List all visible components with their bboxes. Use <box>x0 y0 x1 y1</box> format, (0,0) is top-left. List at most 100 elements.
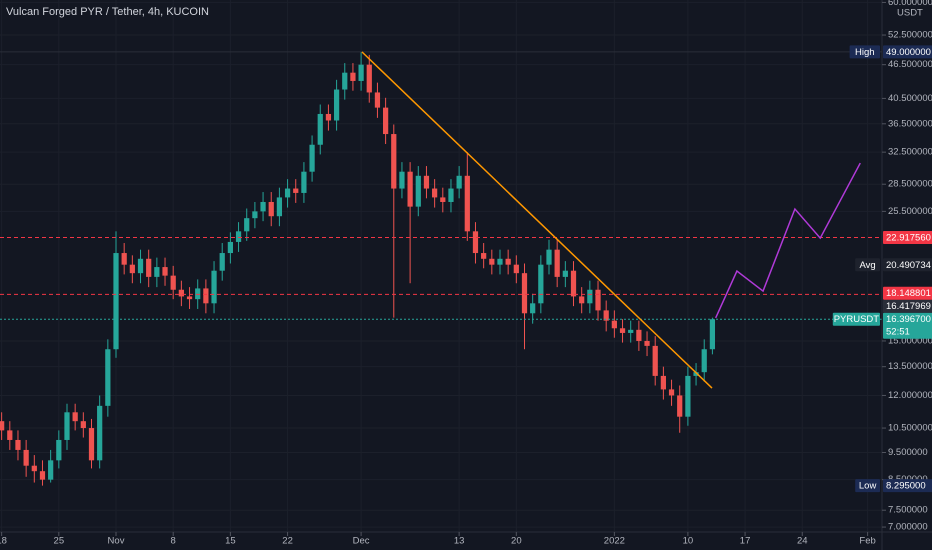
candle-body <box>538 264 544 304</box>
candle-body <box>301 171 307 193</box>
candle-body <box>636 329 642 341</box>
candle-body <box>350 72 356 81</box>
price-label: 22.917560 <box>886 232 931 243</box>
candle-body <box>366 64 372 93</box>
candle-body <box>456 175 462 189</box>
candle-body <box>570 270 577 297</box>
x-tick-label: 2022 <box>604 536 625 547</box>
candle-body <box>227 241 233 254</box>
candle-body <box>464 175 470 232</box>
drawing-line <box>714 162 861 319</box>
candle-body <box>448 188 454 202</box>
y-tick-label: 7.500000 <box>888 505 928 516</box>
price-label: 16.396700 <box>886 314 931 325</box>
x-tick-label: Dec <box>353 536 370 547</box>
candle-body <box>325 113 332 121</box>
candle-body <box>97 405 103 461</box>
candle-body <box>432 188 438 198</box>
candle-body <box>170 275 176 290</box>
candle-body <box>333 89 340 121</box>
candle-body <box>186 296 193 300</box>
price-label-box <box>883 312 932 339</box>
x-tick-label: 18 <box>0 536 7 547</box>
candle-body <box>407 171 413 207</box>
candle-body <box>644 340 650 346</box>
candle-body <box>693 372 699 376</box>
candle-body <box>260 201 266 212</box>
price-label: 16.417969 <box>886 301 931 312</box>
x-tick-label: Nov <box>108 536 125 547</box>
price-label: 49.000000 <box>886 47 931 58</box>
candle-body <box>15 439 21 450</box>
candle-body <box>284 188 291 198</box>
y-tick-label: 32.500000 <box>888 147 932 158</box>
candle-body <box>399 171 405 189</box>
candle-body <box>121 253 127 265</box>
candle-body <box>579 296 585 304</box>
candle-body <box>489 258 495 265</box>
candle-body <box>481 253 487 259</box>
x-tick-label: 24 <box>797 536 808 547</box>
y-tick-label: 7.000000 <box>888 522 928 533</box>
price-label-box <box>883 45 932 59</box>
y-tick-label: 40.500000 <box>888 93 932 104</box>
candle-body <box>7 430 13 440</box>
drawing-line <box>361 51 713 389</box>
y-tick-label: 60.000000 <box>888 0 932 8</box>
countdown: 52:51 <box>886 327 910 338</box>
candle-body <box>203 288 209 304</box>
y-tick-label: 46.500000 <box>888 59 932 70</box>
price-tag: High <box>855 47 875 58</box>
candle-body <box>88 428 95 461</box>
candle-body <box>317 113 323 145</box>
candle-body <box>611 320 617 329</box>
plot <box>0 51 882 486</box>
candle-body <box>195 288 201 300</box>
candle-body <box>374 92 381 108</box>
candle-body <box>219 253 225 271</box>
price-tag-box <box>855 258 880 272</box>
x-tick-label: 20 <box>511 536 522 547</box>
candle-body <box>668 389 675 396</box>
candle-body <box>268 201 274 217</box>
x-tick-label: 17 <box>740 536 751 547</box>
candle-body <box>628 329 634 333</box>
price-label-box <box>883 299 932 313</box>
price-tag: Avg <box>859 260 875 271</box>
x-tick-label: Feb <box>859 536 875 547</box>
y-tick-label: 52.500000 <box>888 30 932 41</box>
candle-body <box>660 375 666 390</box>
y-tick-label: 36.500000 <box>888 118 932 129</box>
candle-body <box>276 197 283 217</box>
candle-body <box>129 264 135 274</box>
candle-body <box>178 289 184 297</box>
candle-body <box>244 218 250 232</box>
candle-body <box>72 412 78 422</box>
candle-body <box>252 211 258 219</box>
y-tick-label: 25.500000 <box>888 206 932 217</box>
candle-body <box>513 264 519 274</box>
candle-body <box>342 72 348 90</box>
candle-body <box>0 421 5 431</box>
price-tag: PYRUSDT <box>834 314 880 325</box>
candle-body <box>472 231 479 254</box>
candle-body <box>530 303 536 314</box>
y-tick-label: 13.500000 <box>888 361 932 372</box>
candle-body <box>423 175 430 189</box>
currency-label: USDT <box>897 8 923 19</box>
candle-body <box>235 231 242 242</box>
price-label-box <box>883 479 932 493</box>
price-label-box <box>883 258 932 272</box>
candle-body <box>415 175 421 207</box>
candle-body <box>587 289 593 304</box>
x-tick-label: 10 <box>683 536 694 547</box>
y-tick-label: 15.000000 <box>888 335 932 346</box>
candle-body <box>554 249 560 277</box>
candle-body <box>546 249 552 265</box>
price-tag-box <box>849 45 880 59</box>
y-tick-label: 9.500000 <box>888 447 928 458</box>
candle-body <box>497 258 503 265</box>
candle-body <box>137 258 144 274</box>
candle-body <box>685 375 691 417</box>
